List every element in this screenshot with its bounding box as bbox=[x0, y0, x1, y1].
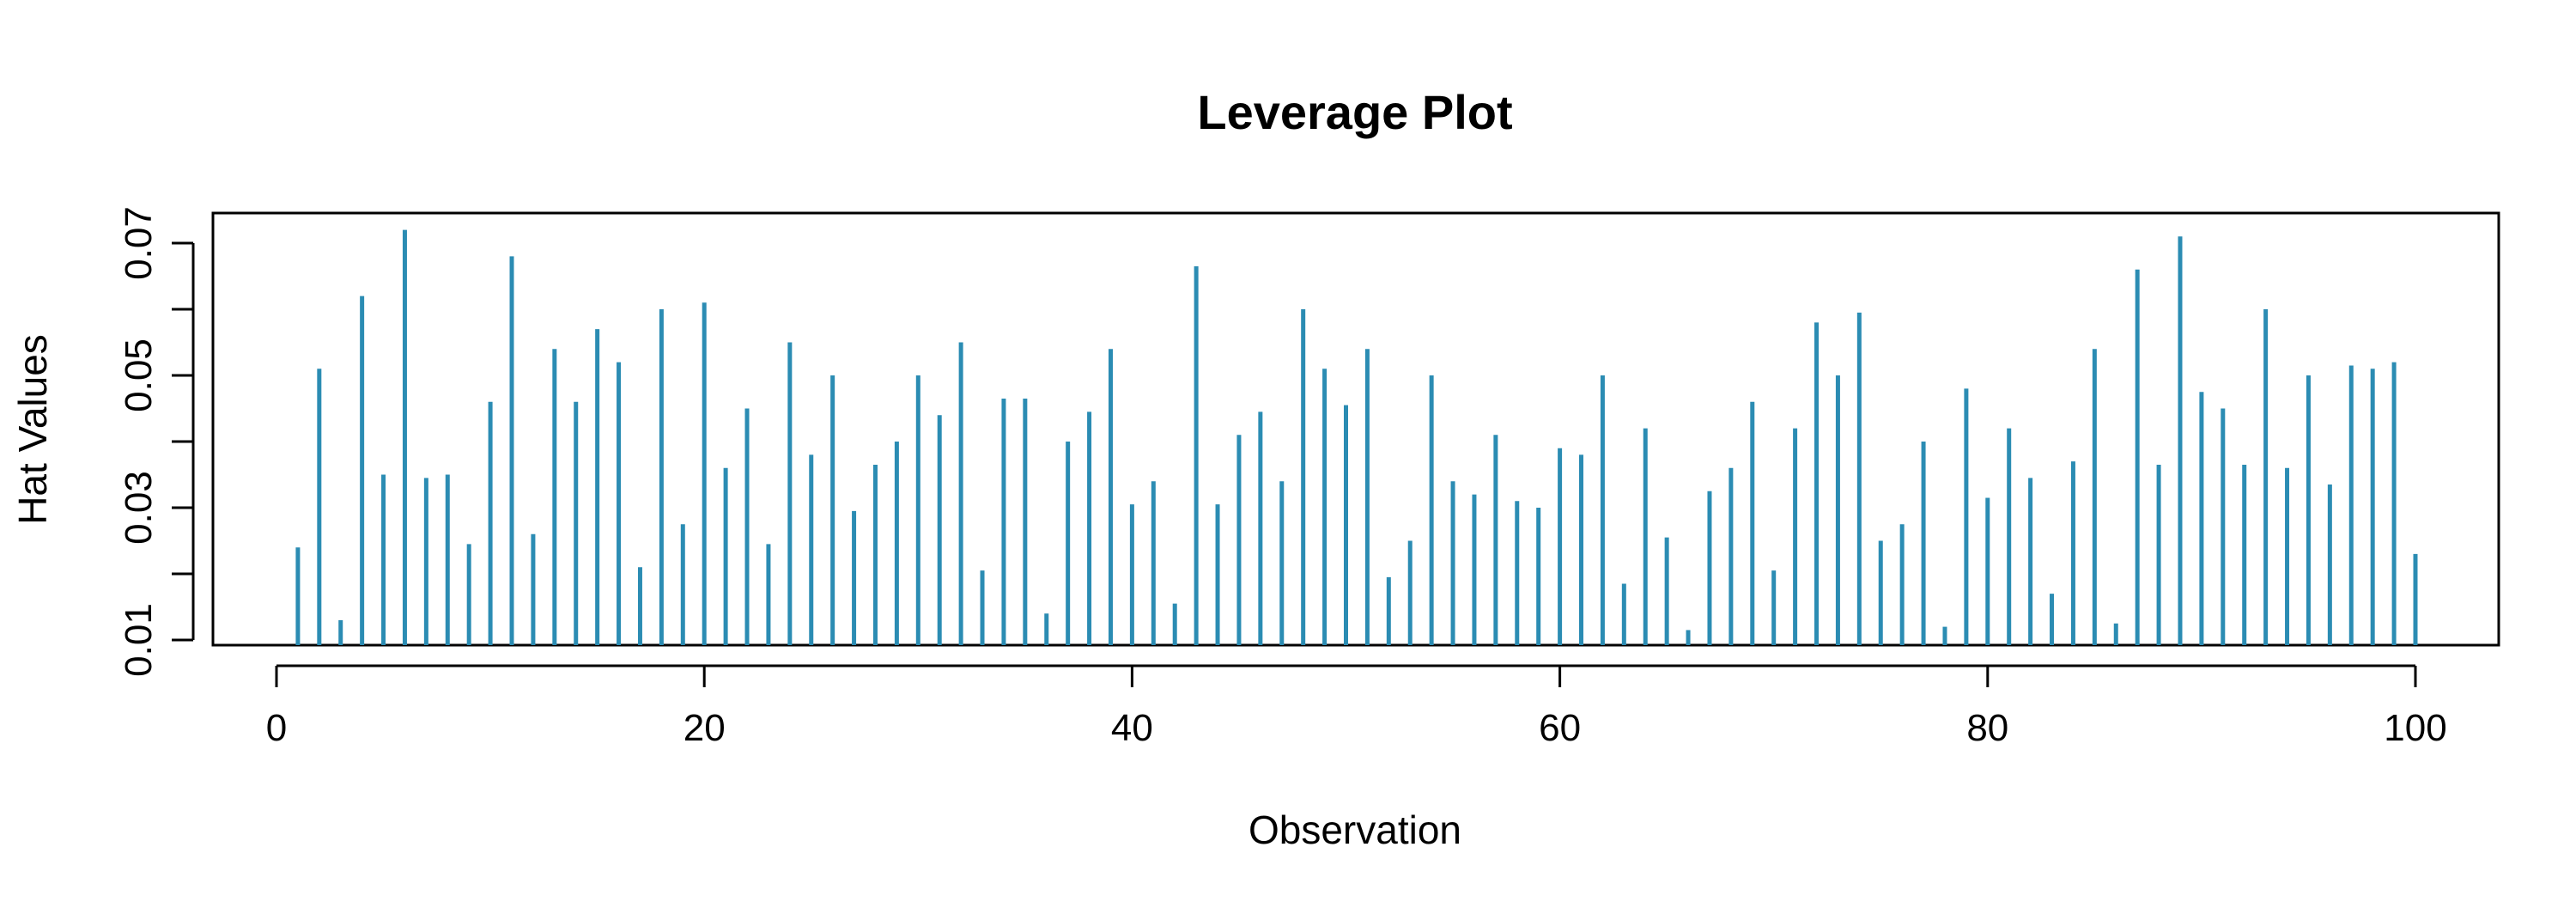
x-axis-label: Observation bbox=[1249, 808, 1461, 852]
y-tick-label: 0.01 bbox=[118, 603, 160, 677]
chart-title: Leverage Plot bbox=[1197, 85, 1512, 139]
y-tick-label: 0.03 bbox=[118, 471, 160, 545]
x-axis: 0 20 40 60 80 100 bbox=[266, 664, 2447, 749]
x-tick-label: 0 bbox=[266, 707, 287, 749]
x-tick-label: 80 bbox=[1966, 707, 2008, 749]
y-axis: 0.01 0.03 0.05 0.07 bbox=[118, 206, 195, 677]
x-tick-label: 60 bbox=[1539, 707, 1581, 749]
x-tick-label: 20 bbox=[683, 707, 726, 749]
plot-frame bbox=[211, 211, 2500, 647]
data-spikes bbox=[295, 229, 2418, 645]
y-tick-label: 0.05 bbox=[118, 338, 160, 412]
x-tick-label: 100 bbox=[2384, 707, 2446, 749]
y-axis-label: Hat Values bbox=[10, 334, 55, 525]
y-tick-label: 0.07 bbox=[118, 206, 160, 280]
x-tick-label: 40 bbox=[1111, 707, 1153, 749]
